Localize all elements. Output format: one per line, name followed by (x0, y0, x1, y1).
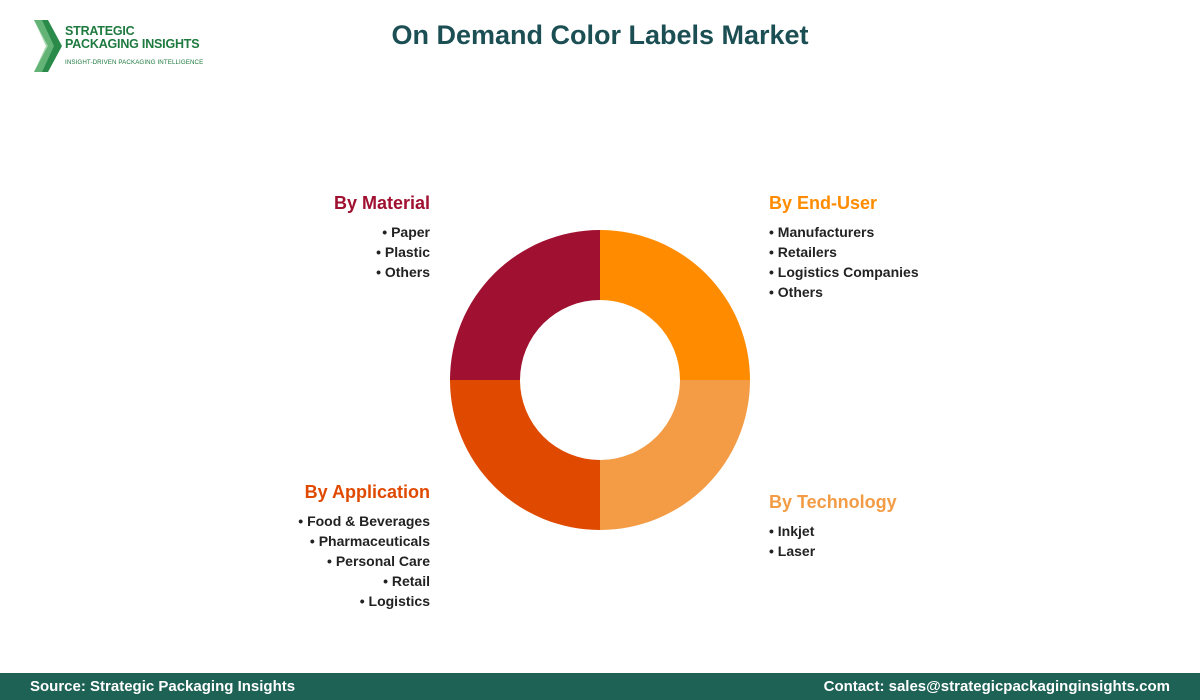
donut-slice-by-material (450, 230, 600, 380)
list-item: Inkjet (769, 521, 897, 541)
list-item: Retail (298, 571, 430, 591)
list-item: Retailers (769, 242, 919, 262)
list-item: Paper (334, 222, 430, 242)
list-item: Manufacturers (769, 222, 919, 242)
list-item: Logistics (298, 591, 430, 611)
segment-material: By Material Paper Plastic Others (334, 193, 430, 282)
footer: Source: Strategic Packaging Insights Con… (0, 673, 1200, 700)
logo: STRATEGIC PACKAGING INSIGHTS INSIGHT-DRI… (32, 18, 204, 73)
donut-slice-by-technology (600, 380, 750, 530)
segment-list-technology: Inkjet Laser (769, 521, 897, 561)
logo-line-1: STRATEGIC (65, 24, 135, 38)
list-item: Personal Care (298, 551, 430, 571)
list-item: Others (334, 262, 430, 282)
segment-end-user: By End-User Manufacturers Retailers Logi… (769, 193, 919, 302)
segment-application: By Application Food & Beverages Pharmace… (298, 482, 430, 611)
donut-chart (450, 230, 750, 530)
footer-contact[interactable]: Contact: sales@strategicpackaginginsight… (823, 678, 1170, 695)
segment-list-application: Food & Beverages Pharmaceuticals Persona… (298, 511, 430, 611)
logo-tagline: INSIGHT-DRIVEN PACKAGING INTELLIGENCE (65, 59, 204, 66)
segment-list-material: Paper Plastic Others (334, 222, 430, 282)
segment-technology: By Technology Inkjet Laser (769, 492, 897, 561)
segment-title-application: By Application (304, 482, 430, 502)
segment-title-technology: By Technology (769, 492, 897, 512)
logo-chevron-icon (34, 20, 62, 72)
donut-slice-by-end-user (600, 230, 750, 380)
footer-source: Source: Strategic Packaging Insights (30, 678, 296, 695)
donut-slice-by-application (450, 380, 600, 530)
segment-title-material: By Material (333, 193, 430, 213)
segment-title-end-user: By End-User (769, 193, 878, 213)
list-item: Plastic (334, 242, 430, 262)
logo-line-2: PACKAGING INSIGHTS (65, 37, 200, 51)
list-item: Food & Beverages (298, 511, 430, 531)
segment-list-end-user: Manufacturers Retailers Logistics Compan… (769, 222, 919, 302)
list-item: Others (769, 282, 919, 302)
list-item: Laser (769, 541, 897, 561)
list-item: Logistics Companies (769, 262, 919, 282)
page-title: On Demand Color Labels Market (391, 20, 809, 50)
list-item: Pharmaceuticals (298, 531, 430, 551)
